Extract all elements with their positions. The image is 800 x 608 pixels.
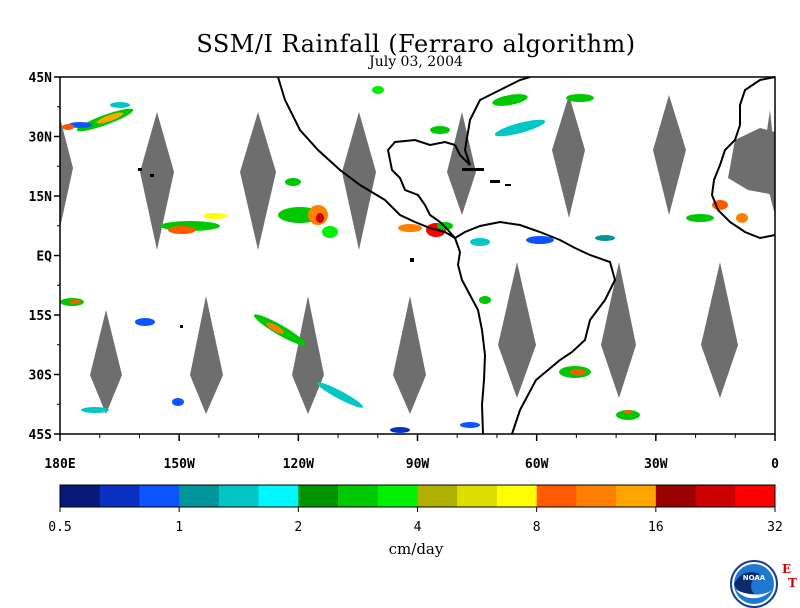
lat-label: 15S: [29, 309, 53, 324]
chart-title: SSM/I Rainfall (Ferraro algorithm): [196, 30, 636, 58]
legend-tick-label: 1: [175, 520, 183, 535]
legend-colorbar: [59, 484, 776, 508]
lat-label: EQ: [36, 250, 52, 265]
lon-label: 120W: [283, 457, 314, 472]
legend-tick-label: 0.5: [48, 520, 71, 535]
swath-gap: [393, 296, 426, 414]
legend-unit: cm/day: [388, 540, 444, 558]
swath-gap: [292, 296, 324, 414]
legend-swatch: [576, 485, 617, 507]
chart-date: July 03, 2004: [369, 54, 463, 70]
svg-text:NOAA: NOAA: [743, 574, 766, 582]
corner-letter-t: T: [788, 576, 797, 590]
legend-swatch: [417, 485, 458, 507]
legend-swatch: [695, 485, 736, 507]
legend-swatch: [496, 485, 538, 507]
lon-label: 180E: [44, 457, 75, 472]
no-data-swaths: [60, 95, 775, 414]
legend-swatch: [179, 485, 220, 507]
swath-gap: [240, 112, 276, 250]
rain-cells: [60, 86, 748, 433]
corner-letter-e: E: [782, 562, 792, 576]
lat-label: 45N: [29, 71, 53, 86]
swath-gap: [728, 128, 775, 195]
legend-swatch: [99, 485, 140, 507]
legend-swatch: [377, 485, 418, 507]
swath-gap: [342, 112, 376, 250]
swath-gap: [447, 112, 476, 215]
legend-swatch: [218, 485, 260, 507]
islands: [138, 168, 511, 328]
swath-gap: [601, 262, 636, 398]
lon-label: 60W: [525, 457, 549, 472]
longitude-axis: 180E 150W 120W 90W 60W 30W 0: [44, 434, 779, 472]
legend-swatch: [338, 485, 379, 507]
legend-tick-label: 16: [648, 520, 664, 535]
swath-gap: [90, 310, 122, 414]
lat-label: 15N: [29, 190, 53, 205]
legend-tick-label: 8: [533, 520, 541, 535]
legend-swatch: [536, 485, 577, 507]
legend-tick-label: 2: [294, 520, 302, 535]
legend-swatch: [139, 485, 180, 507]
swath-gap: [701, 262, 738, 398]
swath-gap: [498, 262, 536, 398]
legend-swatch: [457, 485, 498, 507]
lon-label: 30W: [644, 457, 668, 472]
legend-swatch: [258, 485, 299, 507]
lat-label: 45S: [29, 428, 53, 443]
swath-gap: [653, 95, 686, 215]
legend-swatch: [298, 485, 339, 507]
legend-tick-label: 4: [414, 520, 422, 535]
legend-swatch: [60, 485, 101, 507]
lat-label: 30N: [29, 131, 53, 146]
lon-label: 150W: [164, 457, 195, 472]
noaa-logo: NOAA: [730, 560, 778, 608]
lon-label: 90W: [406, 457, 430, 472]
legend-swatch: [616, 485, 657, 507]
swath-gap: [190, 296, 223, 414]
latitude-axis: 45N 30N 15N EQ 15S 30S 45S: [29, 71, 60, 443]
legend-swatch: [655, 485, 697, 507]
legend-tick-label: 32: [767, 520, 783, 535]
lon-label: 0: [771, 457, 779, 472]
land-outlines: [277, 76, 776, 435]
swath-gap: [140, 112, 174, 250]
legend-swatch: [735, 485, 776, 507]
corner-letters: E T: [782, 562, 797, 590]
swath-gap: [552, 95, 585, 218]
swath-gap: [60, 118, 73, 228]
legend-tick-labels: 0.5 1 2 4 8 16 32: [48, 507, 783, 535]
lat-label: 30S: [29, 369, 53, 384]
